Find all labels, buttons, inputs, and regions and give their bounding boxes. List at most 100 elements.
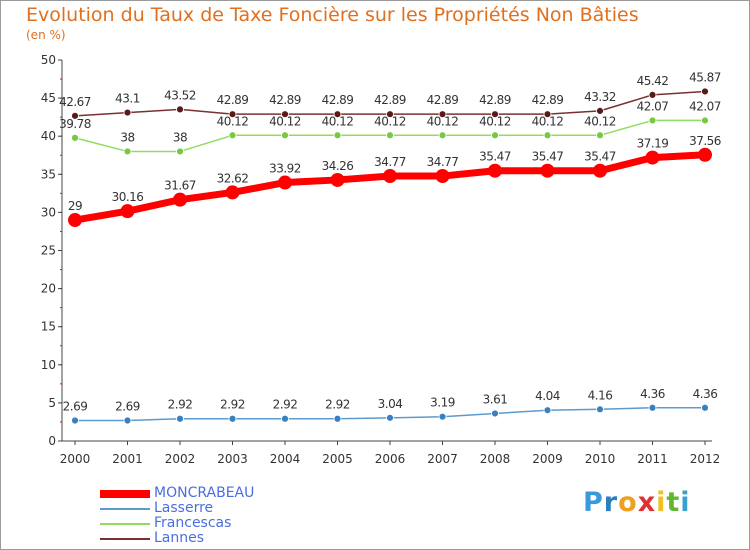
x-tick-label: 2005 bbox=[322, 452, 353, 466]
data-point-francescas bbox=[123, 147, 132, 156]
data-label-lasserre: 3.04 bbox=[378, 397, 403, 411]
data-point-francescas bbox=[491, 131, 499, 140]
y-tick-label: 25 bbox=[41, 244, 56, 258]
data-label-francescas: 40.12 bbox=[374, 114, 406, 128]
legend-swatch-francescas bbox=[100, 523, 150, 525]
data-point-lasserre bbox=[176, 414, 184, 423]
data-label-moncrabeau: 31.67 bbox=[164, 179, 196, 193]
data-point-lannes bbox=[333, 110, 342, 119]
data-point-lasserre bbox=[228, 414, 237, 423]
x-tick-label: 2007 bbox=[427, 452, 458, 466]
data-point-lannes bbox=[438, 110, 447, 119]
data-point-francescas bbox=[176, 147, 184, 156]
data-label-lannes: 42.89 bbox=[322, 93, 354, 107]
data-point-moncrabeau bbox=[698, 147, 712, 162]
data-point-moncrabeau bbox=[540, 163, 555, 178]
data-label-lannes: 43.1 bbox=[115, 92, 140, 106]
data-label-lasserre: 2.92 bbox=[168, 398, 193, 412]
data-label-moncrabeau: 34.77 bbox=[427, 155, 459, 169]
y-tick-label: 45 bbox=[41, 91, 56, 105]
data-label-moncrabeau: 35.47 bbox=[532, 150, 564, 164]
data-label-moncrabeau: 37.19 bbox=[637, 137, 669, 151]
data-point-moncrabeau bbox=[68, 213, 82, 228]
data-point-moncrabeau bbox=[278, 175, 292, 190]
y-tick-label: 50 bbox=[41, 53, 56, 67]
data-point-francescas bbox=[386, 131, 394, 140]
data-label-lannes: 45.42 bbox=[637, 74, 669, 88]
data-label-lasserre: 4.04 bbox=[535, 389, 560, 403]
data-label-lasserre: 4.36 bbox=[640, 387, 665, 401]
logo-letter: i bbox=[680, 487, 691, 518]
data-point-moncrabeau bbox=[383, 169, 397, 184]
chart-title: Evolution du Taux de Taxe Foncière sur l… bbox=[26, 4, 639, 26]
data-label-lannes: 42.89 bbox=[269, 93, 301, 107]
data-point-francescas bbox=[543, 131, 552, 140]
x-tick-label: 2001 bbox=[112, 452, 143, 466]
data-point-lannes bbox=[491, 110, 499, 119]
data-point-lasserre bbox=[491, 409, 499, 418]
data-point-lannes bbox=[543, 110, 552, 119]
data-point-francescas bbox=[333, 131, 342, 140]
data-label-francescas: 40.12 bbox=[217, 114, 249, 128]
data-label-lannes: 42.89 bbox=[374, 93, 406, 107]
logo-letter: P bbox=[583, 487, 604, 518]
y-tick-label: 0 bbox=[48, 434, 56, 448]
unit-label: (en %) bbox=[26, 28, 66, 42]
data-point-lannes bbox=[648, 90, 657, 99]
legend-label-lasserre: Lasserre bbox=[154, 500, 214, 516]
x-tick-label: 2010 bbox=[585, 452, 616, 466]
data-point-moncrabeau bbox=[173, 192, 187, 207]
legend-swatch-lasserre bbox=[100, 508, 150, 510]
data-point-lasserre bbox=[281, 414, 289, 423]
data-label-francescas: 40.12 bbox=[584, 114, 616, 128]
data-point-lannes bbox=[386, 110, 394, 119]
data-label-lasserre: 4.36 bbox=[693, 387, 718, 401]
data-point-francescas bbox=[228, 131, 237, 140]
data-label-lasserre: 4.16 bbox=[588, 388, 613, 402]
proxiti-logo: Proxiti bbox=[583, 487, 691, 518]
data-point-francescas bbox=[701, 116, 709, 125]
y-tick-label: 15 bbox=[41, 320, 56, 334]
data-point-moncrabeau bbox=[593, 163, 607, 178]
data-label-lannes: 42.89 bbox=[479, 93, 511, 107]
data-label-francescas: 40.12 bbox=[427, 114, 459, 128]
x-tick-label: 2002 bbox=[165, 452, 196, 466]
data-label-francescas: 40.12 bbox=[322, 114, 354, 128]
data-point-moncrabeau bbox=[120, 204, 135, 219]
legend-label-moncrabeau: MONCRABEAU bbox=[154, 485, 255, 501]
data-label-lannes: 42.89 bbox=[532, 93, 564, 107]
data-point-lasserre bbox=[701, 403, 709, 412]
data-label-moncrabeau: 35.47 bbox=[479, 150, 511, 164]
data-point-lannes bbox=[123, 108, 132, 117]
logo-letter: t bbox=[666, 487, 681, 518]
data-label-lannes: 42.67 bbox=[59, 95, 91, 109]
x-tick-label: 2003 bbox=[217, 452, 248, 466]
data-label-francescas: 40.12 bbox=[532, 114, 564, 128]
data-point-lasserre bbox=[71, 416, 79, 425]
data-point-moncrabeau bbox=[435, 169, 450, 184]
x-tick-label: 2006 bbox=[375, 452, 406, 466]
legend-label-lannes: Lannes bbox=[154, 530, 205, 546]
data-label-francescas: 38 bbox=[120, 130, 134, 144]
data-point-moncrabeau bbox=[645, 150, 660, 165]
legend-swatch-moncrabeau bbox=[100, 490, 150, 498]
data-label-lasserre: 2.92 bbox=[325, 398, 350, 412]
data-point-lannes bbox=[281, 110, 289, 119]
legend-label-francescas: Francescas bbox=[154, 515, 232, 531]
y-tick-label: 40 bbox=[41, 129, 56, 143]
data-point-francescas bbox=[438, 131, 447, 140]
data-point-lasserre bbox=[648, 403, 657, 412]
data-point-lasserre bbox=[333, 414, 342, 423]
data-point-francescas bbox=[281, 131, 289, 140]
data-point-lannes bbox=[176, 105, 184, 114]
data-point-moncrabeau bbox=[488, 163, 502, 178]
x-tick-label: 2012 bbox=[690, 452, 721, 466]
data-point-lasserre bbox=[543, 406, 552, 415]
logo-letter: r bbox=[603, 487, 619, 518]
data-label-moncrabeau: 35.47 bbox=[584, 150, 616, 164]
data-point-lasserre bbox=[596, 405, 604, 414]
data-point-lasserre bbox=[438, 412, 447, 421]
data-label-francescas: 42.07 bbox=[689, 99, 721, 113]
